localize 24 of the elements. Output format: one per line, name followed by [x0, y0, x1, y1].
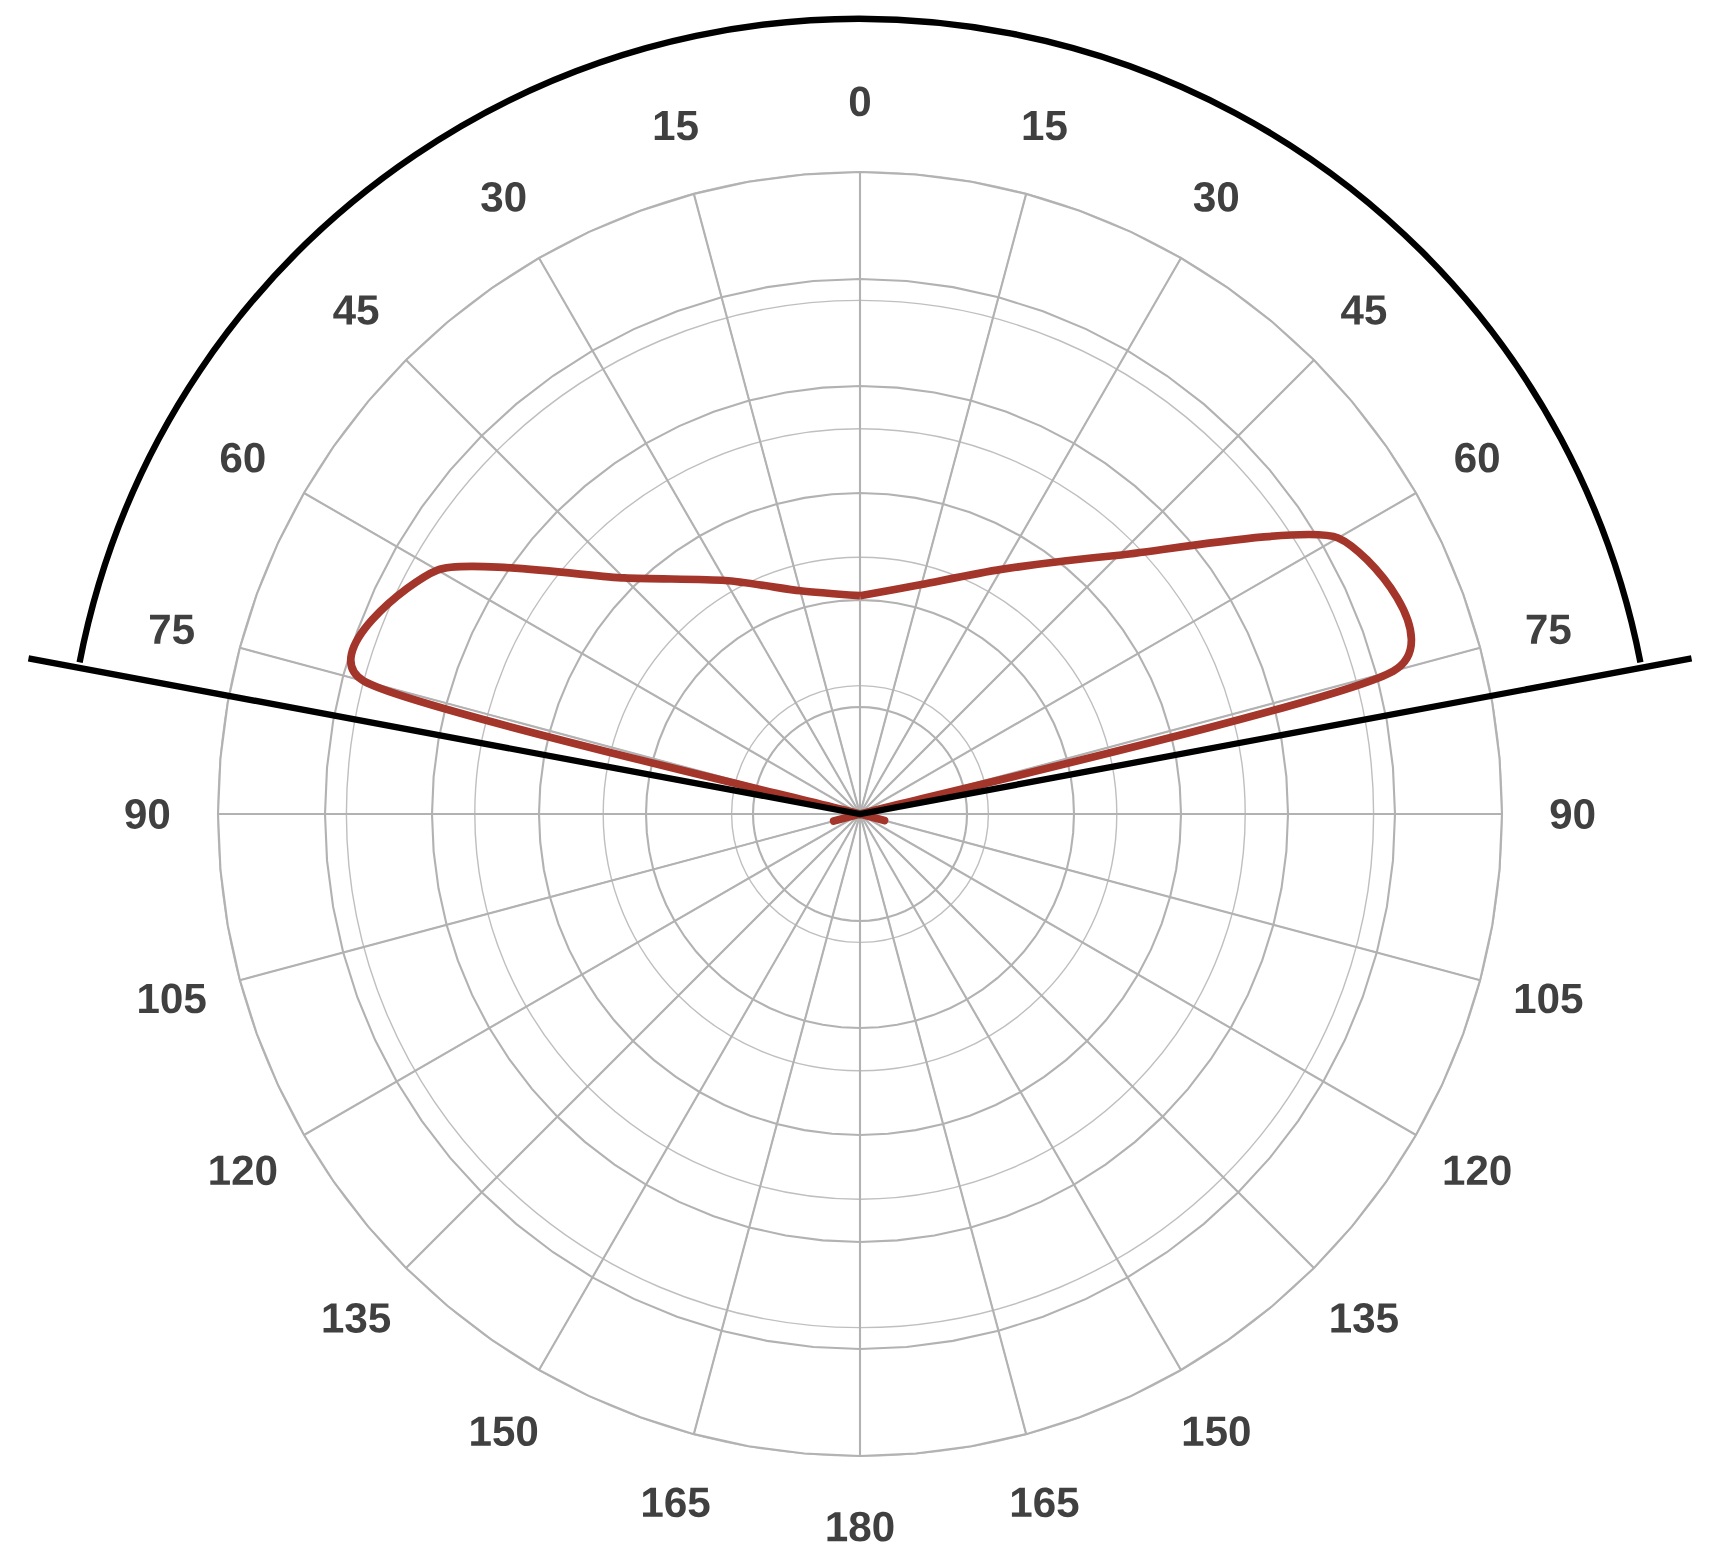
spoke-label: 75 — [1526, 614, 1571, 645]
spoke-label: 45 — [333, 295, 379, 325]
spoke-label: 45 — [1341, 295, 1387, 325]
spoke-label: 60 — [1455, 442, 1499, 473]
spoke-label: 105 — [139, 983, 206, 1014]
spoke-label: 180 — [827, 1511, 894, 1542]
spoke-label: 90 — [125, 799, 170, 829]
spoke-label: 30 — [481, 181, 526, 212]
spoke-label: 165 — [643, 1487, 710, 1518]
spoke-label: 0 — [849, 86, 870, 117]
spoke-label: 30 — [1193, 181, 1239, 212]
spoke-label: 15 — [654, 110, 698, 141]
spoke-label: 135 — [323, 1302, 391, 1333]
spoke-label: 135 — [1331, 1302, 1398, 1333]
spoke-label: 60 — [220, 442, 265, 473]
spoke-label: 15 — [1023, 110, 1067, 141]
spoke-label: 120 — [1444, 1155, 1511, 1186]
spoke-label: 120 — [210, 1155, 277, 1186]
spoke-label: 105 — [1515, 983, 1583, 1014]
spoke-label: 165 — [1011, 1487, 1079, 1518]
spoke-label: 75 — [150, 614, 194, 645]
spoke-label: 150 — [1183, 1416, 1250, 1447]
spoke-label: 90 — [1550, 799, 1595, 829]
spoke-label: 150 — [471, 1416, 538, 1447]
